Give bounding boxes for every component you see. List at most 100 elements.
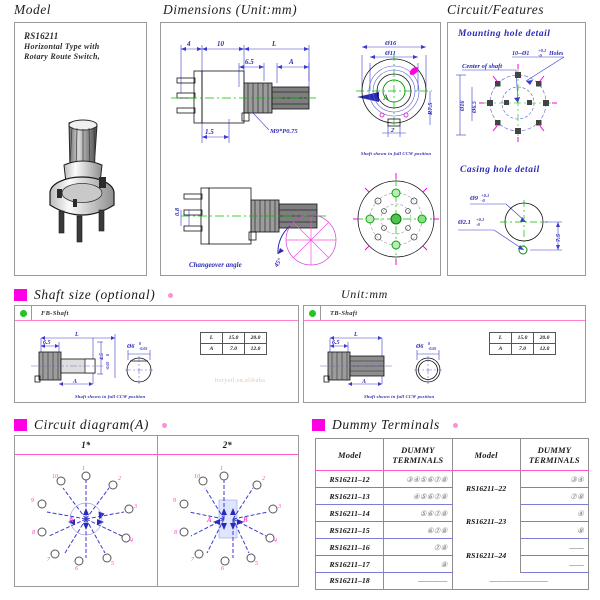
tb-shaft-ccw-note: Shaft shown in full CCW position — [364, 394, 435, 399]
tb-shaft-subheader: TB-Shaft — [304, 306, 585, 321]
svg-text:Ø6.5: Ø6.5 — [472, 101, 478, 114]
svg-text:R7.5: R7.5 — [427, 102, 434, 116]
svg-text:Ø6: Ø6 — [126, 344, 134, 350]
dim-label-4: 4 — [186, 40, 191, 48]
ccw-note-front: Shaft shown in full CCW position — [360, 151, 432, 156]
svg-text:0.8: 0.8 — [174, 207, 181, 216]
terminals-rs16211-22-a: ③④ — [520, 470, 589, 489]
terminals-rs16211-24-b: —— — [520, 555, 589, 573]
svg-text:6: 6 — [75, 566, 78, 572]
fb-shaft-subheader: FB-Shaft — [15, 306, 298, 321]
svg-text:L: L — [74, 332, 79, 338]
mounting-hole-title: Mounting hole detail — [458, 29, 551, 39]
header-model-left: Model — [315, 438, 385, 472]
svg-text:Ø6: Ø6 — [415, 344, 423, 350]
svg-text:-0.05: -0.05 — [139, 346, 147, 351]
circuit-diagram-label-1: 1* — [15, 436, 157, 455]
svg-text:6.5: 6.5 — [245, 58, 254, 66]
mounting-hole-drawing: 10--Ø1 +0.1 -0 Holes Center of shaft — [456, 48, 565, 142]
svg-text:Ø9: Ø9 — [469, 195, 479, 202]
model-rs16211-16: RS16211–16 — [315, 538, 385, 557]
model-rs16211-22: RS16211–22 — [452, 470, 521, 505]
model-rs16211-24: RS16211–24 — [452, 538, 521, 573]
svg-text:4.5: 4.5 — [99, 353, 105, 361]
watermark: horyetl.en.alibaba — [215, 378, 266, 384]
model-rs16211-23: RS16211–23 — [452, 504, 521, 539]
svg-text:7: 7 — [191, 557, 195, 563]
terminals-rs16211-15: ⑥⑦⑧ — [383, 521, 453, 540]
circuit-diagram-panel: 1* — [14, 435, 299, 587]
svg-text:4: 4 — [274, 537, 277, 544]
model-rs16211-18: RS16211–18 — [315, 572, 385, 590]
svg-text:-0: -0 — [481, 198, 485, 203]
svg-text:4: 4 — [130, 537, 133, 544]
dimensions-section-title: Dimensions (Unit:mm) — [163, 2, 298, 17]
svg-text:A: A — [288, 58, 294, 66]
svg-text:B: B — [242, 516, 248, 524]
pink-dot-icon — [161, 422, 167, 428]
fb-shaft-name: FB-Shaft — [41, 309, 69, 317]
svg-text:10: 10 — [52, 474, 58, 480]
green-dot-icon — [309, 309, 316, 317]
fb-shaft-drawing: 6.5 L A 4.5 0 -0.05 Ø6 — [31, 332, 153, 386]
fb-row-label-l: L — [200, 332, 223, 344]
magenta-marker-icon — [14, 419, 27, 431]
terminals-rs16211-12: ③④⑤⑥⑦⑧ — [383, 470, 453, 489]
svg-text:2: 2 — [390, 128, 394, 134]
svg-text:8: 8 — [32, 530, 35, 536]
svg-text:Holes: Holes — [548, 51, 564, 57]
model-part-number: RS16211 — [24, 31, 59, 41]
svg-text:Ø16: Ø16 — [384, 40, 397, 47]
table-row: RS16211–13 ④⑤⑥⑦⑧ ⑦⑧ — [315, 487, 589, 506]
fb-a-12: 12.0 — [244, 343, 267, 355]
svg-text:10: 10 — [194, 474, 200, 480]
svg-text:6.5: 6.5 — [43, 340, 51, 346]
terminals-rs16211-24-a: —— — [520, 538, 589, 557]
svg-text:+0.1: +0.1 — [476, 217, 484, 222]
dummy-terminals-panel: Model DUMMY TERMINALS Model DUMMY TERMIN… — [312, 435, 592, 593]
tb-shaft-dimension-table: L 15.0 20.0 A 7.0 12.0 — [489, 332, 556, 355]
tb-shaft-panel: TB-Shaft 6.5 L A — [303, 305, 586, 403]
tb-shaft-drawing: 6.5 L A Ø6 0 -0.05 — [320, 332, 442, 386]
svg-text:-0: -0 — [538, 53, 542, 58]
svg-text:7: 7 — [47, 557, 51, 563]
svg-text:-0.05: -0.05 — [428, 346, 436, 351]
circuit-diagram-title: Circuit diagram(A) — [34, 417, 149, 432]
tb-a-12: 12.0 — [533, 343, 556, 355]
svg-text:9: 9 — [31, 498, 34, 504]
model-rs16211-12: RS16211–12 — [315, 470, 385, 489]
svg-text:1.5: 1.5 — [205, 128, 214, 136]
changeover-angle-drawing: 45° — [273, 214, 337, 269]
terminals-rs16211-23-b: ⑧ — [520, 521, 589, 540]
terminals-rs16211-14: ⑤⑥⑦⑧ — [383, 504, 453, 523]
terminals-bottom-right: ———————— — [489, 576, 548, 586]
changeover-angle-label: Changeover angle — [189, 261, 242, 269]
svg-text:8: 8 — [174, 530, 177, 536]
terminals-rs16211-16: ⑦⑧ — [383, 538, 453, 557]
svg-text:Center of shaft: Center of shaft — [462, 63, 502, 70]
shaft-size-title: Shaft size (optional) — [34, 287, 156, 302]
svg-text:L: L — [271, 40, 276, 48]
svg-text:5: 5 — [111, 561, 114, 567]
svg-text:A: A — [72, 379, 77, 385]
svg-text:Ø2.1: Ø2.1 — [457, 219, 471, 226]
svg-text:5: 5 — [255, 561, 258, 567]
magenta-marker-icon — [14, 289, 27, 301]
fb-shaft-dimension-table: L 15.0 20.0 A 7.0 12.0 — [200, 332, 267, 355]
table-row: RS16211–14 ⑤⑥⑦⑧ RS16211–23 ④ — [315, 504, 589, 539]
svg-text:7.5: 7.5 — [555, 233, 562, 242]
svg-text:9: 9 — [173, 498, 176, 504]
svg-text:+0.1: +0.1 — [481, 193, 489, 198]
svg-text:A: A — [383, 93, 389, 102]
fb-shaft-panel: FB-Shaft 6.5 L A — [14, 305, 299, 403]
circuit-diagram-label-2: 2* — [156, 436, 298, 455]
svg-text:A: A — [206, 516, 212, 524]
model-section-title: Model — [14, 2, 51, 17]
circuit-diagram-section-header: Circuit diagram(A) — [14, 417, 167, 433]
svg-text:0: 0 — [428, 341, 430, 346]
svg-text:3: 3 — [277, 504, 281, 510]
casing-hole-title: Casing hole detail — [460, 165, 540, 175]
circuit-features-panel: Mounting hole detail 10--Ø1 +0.1 -0 Hole… — [447, 22, 586, 276]
thread-label: M9*P0.75 — [269, 128, 298, 135]
